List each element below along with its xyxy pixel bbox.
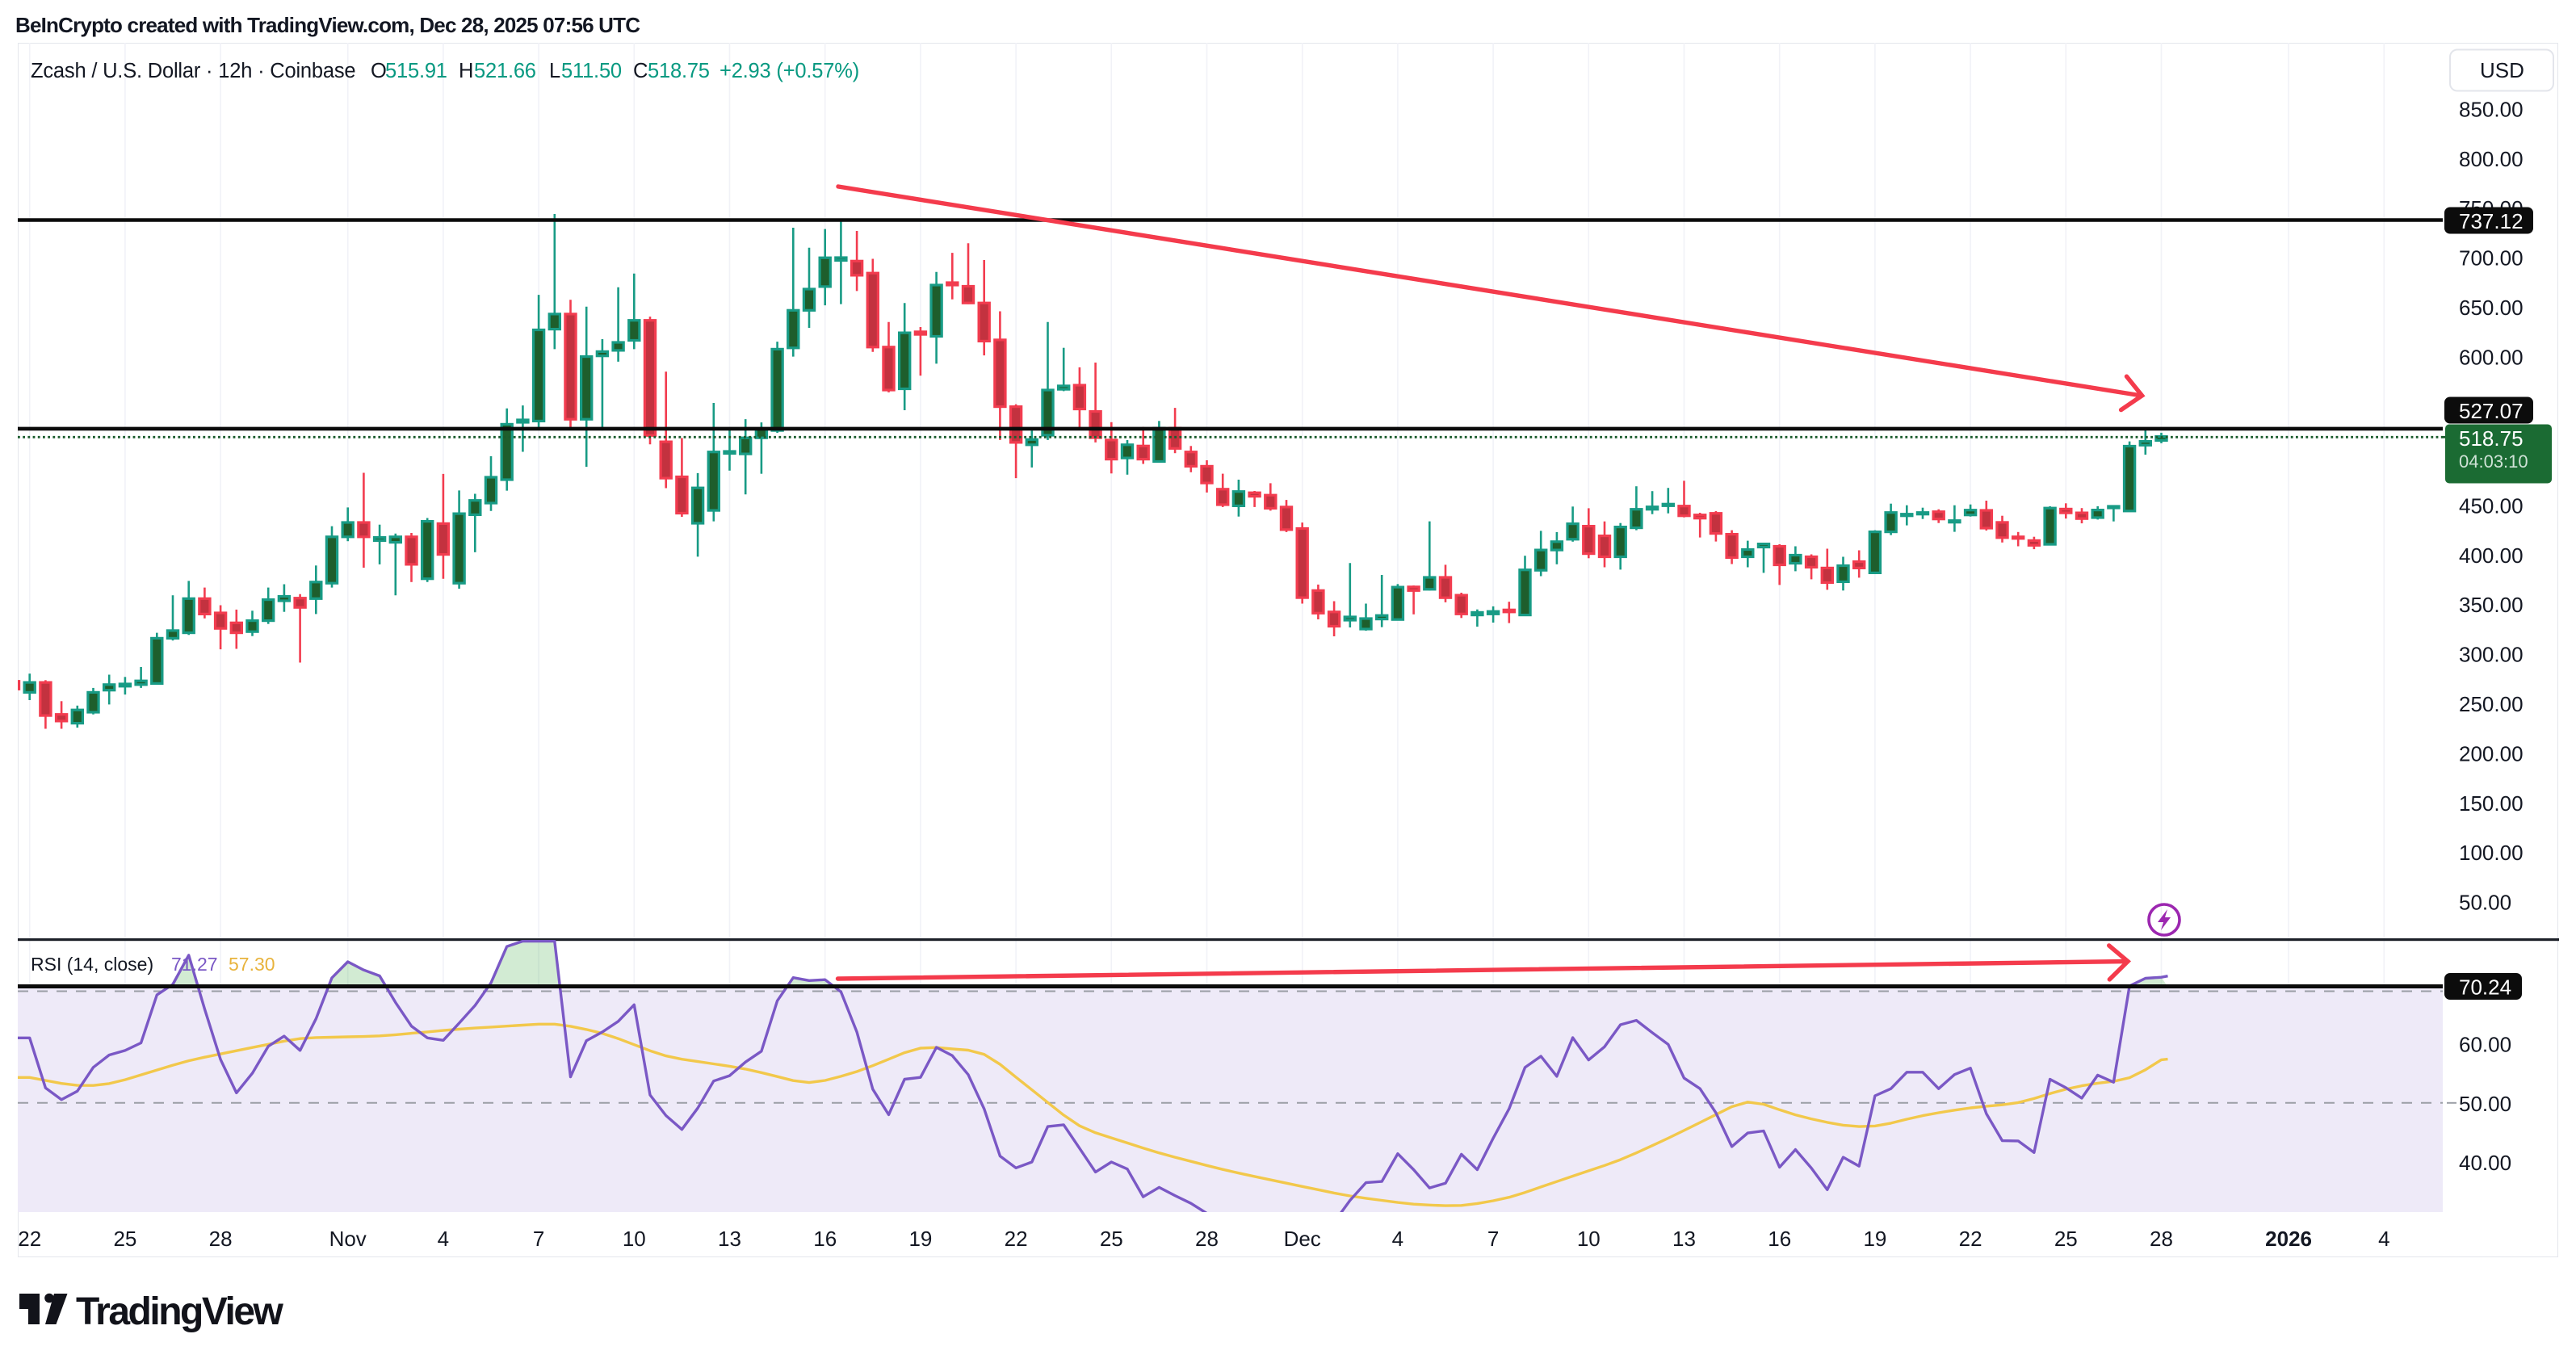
svg-text:Nov: Nov — [329, 1227, 367, 1251]
svg-text:C: C — [633, 60, 648, 82]
svg-text:L: L — [549, 60, 560, 82]
svg-text:50.00: 50.00 — [2459, 891, 2511, 915]
svg-text:600.00: 600.00 — [2459, 345, 2524, 369]
svg-text:50.00: 50.00 — [2459, 1092, 2511, 1116]
svg-text:O: O — [371, 60, 387, 82]
svg-text:450.00: 450.00 — [2459, 494, 2524, 518]
svg-text:4: 4 — [438, 1227, 449, 1251]
svg-text:16: 16 — [813, 1227, 837, 1251]
svg-text:22: 22 — [1959, 1227, 1982, 1251]
svg-text:28: 28 — [2150, 1227, 2173, 1251]
svg-text:70.24: 70.24 — [2459, 975, 2511, 1000]
svg-text:521.66: 521.66 — [474, 60, 536, 82]
svg-text:518.75: 518.75 — [2459, 426, 2524, 451]
svg-text:4: 4 — [2378, 1227, 2389, 1251]
svg-text:22: 22 — [1005, 1227, 1028, 1251]
svg-text:2026: 2026 — [2265, 1227, 2312, 1251]
svg-text:511.50: 511.50 — [561, 60, 622, 82]
svg-text:RSI (14, close): RSI (14, close) — [31, 954, 153, 975]
svg-text:Zcash / U.S. Dollar · 12h · Co: Zcash / U.S. Dollar · 12h · Coinbase — [31, 60, 355, 82]
svg-text:25: 25 — [113, 1227, 136, 1251]
svg-text:7: 7 — [533, 1227, 544, 1251]
svg-text:700.00: 700.00 — [2459, 246, 2524, 271]
svg-text:4: 4 — [1392, 1227, 1403, 1251]
svg-text:25: 25 — [1100, 1227, 1123, 1251]
svg-text:28: 28 — [1195, 1227, 1219, 1251]
svg-text:400.00: 400.00 — [2459, 543, 2524, 568]
svg-text:TradingView: TradingView — [76, 1290, 284, 1333]
svg-text:+2.93 (+0.57%): +2.93 (+0.57%) — [720, 60, 859, 82]
svg-text:22: 22 — [18, 1227, 41, 1251]
svg-text:USD: USD — [2480, 58, 2524, 82]
svg-text:19: 19 — [1863, 1227, 1886, 1251]
svg-text:19: 19 — [908, 1227, 932, 1251]
svg-text:04:03:10: 04:03:10 — [2459, 451, 2528, 472]
svg-text:100.00: 100.00 — [2459, 841, 2524, 865]
svg-text:527.07: 527.07 — [2459, 399, 2524, 423]
svg-text:515.91: 515.91 — [385, 60, 447, 82]
svg-text:200.00: 200.00 — [2459, 741, 2524, 766]
svg-text:10: 10 — [1577, 1227, 1601, 1251]
svg-text:850.00: 850.00 — [2459, 98, 2524, 122]
svg-text:518.75: 518.75 — [648, 60, 710, 82]
svg-text:25: 25 — [2054, 1227, 2078, 1251]
svg-text:60.00: 60.00 — [2459, 1033, 2511, 1057]
svg-text:H: H — [459, 60, 473, 82]
svg-text:57.30: 57.30 — [229, 954, 275, 975]
svg-text:250.00: 250.00 — [2459, 692, 2524, 716]
svg-text:350.00: 350.00 — [2459, 593, 2524, 617]
svg-text:40.00: 40.00 — [2459, 1151, 2511, 1175]
svg-text:13: 13 — [718, 1227, 741, 1251]
svg-text:10: 10 — [623, 1227, 646, 1251]
svg-text:7: 7 — [1487, 1227, 1499, 1251]
svg-text:28: 28 — [209, 1227, 233, 1251]
svg-text:Dec: Dec — [1284, 1227, 1321, 1251]
svg-text:71.27: 71.27 — [171, 954, 218, 975]
svg-text:800.00: 800.00 — [2459, 147, 2524, 171]
svg-text:300.00: 300.00 — [2459, 643, 2524, 667]
svg-text:13: 13 — [1672, 1227, 1696, 1251]
svg-text:150.00: 150.00 — [2459, 791, 2524, 816]
svg-text:16: 16 — [1768, 1227, 1791, 1251]
svg-text:650.00: 650.00 — [2459, 296, 2524, 320]
svg-text:737.12: 737.12 — [2459, 209, 2524, 233]
